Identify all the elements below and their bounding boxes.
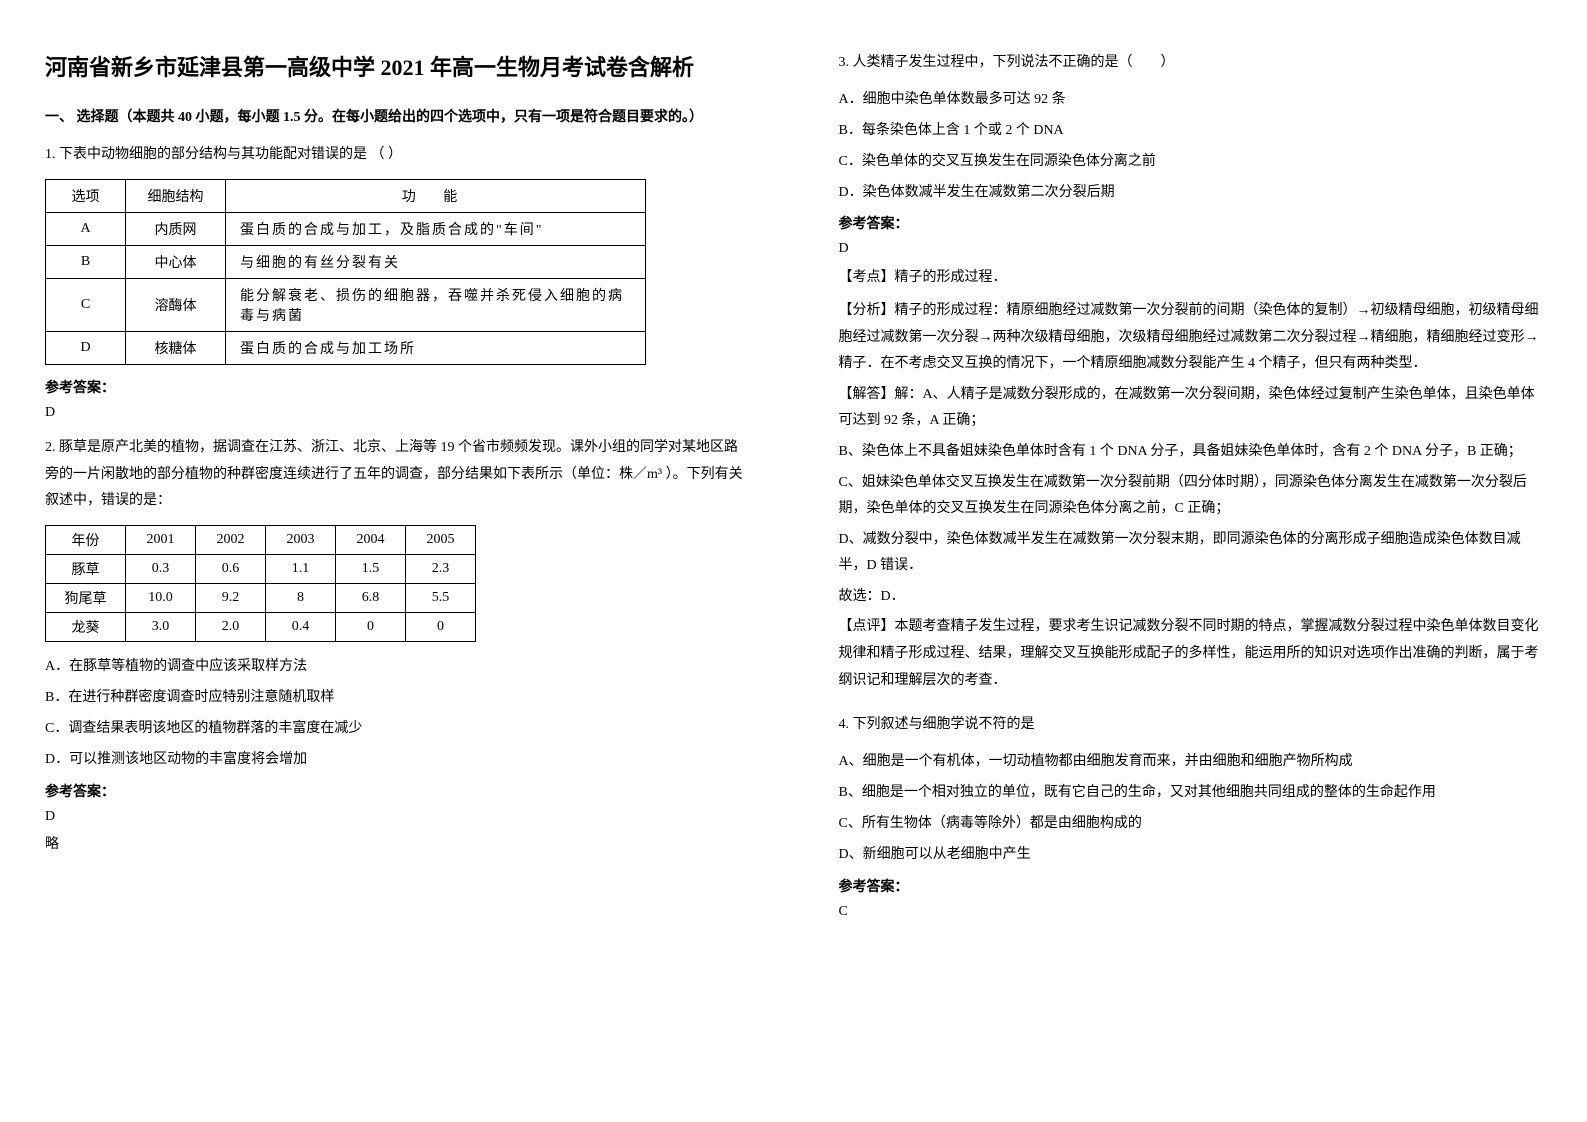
q2-r3-c1: 3.0 [126, 612, 196, 641]
q3-dianping: 【点评】本题考查精子发生过程，要求考生识记减数分裂不同时期的特点，掌握减数分裂过… [839, 614, 1543, 694]
q2-r2-c2: 9.2 [196, 583, 266, 612]
q1-th-2: 功 能 [226, 179, 646, 212]
q2-r2-c0: 狗尾草 [46, 583, 126, 612]
q3-jieda-a: 【解答】解：A、人精子是减数分裂形成的，在减数第一次分裂间期，染色体经过复制产生… [839, 382, 1543, 435]
q3-opt-d: D．染色体数减半发生在减数第二次分裂后期 [839, 180, 1543, 205]
q2-brief: 略 [45, 833, 749, 853]
q2-th-2: 2002 [196, 525, 266, 554]
q1-r3-c0: C [46, 278, 126, 331]
jieda-label: 【解答】 [839, 387, 895, 402]
q1-r1-c1: 内质网 [126, 212, 226, 245]
q2-r3-c0: 龙葵 [46, 612, 126, 641]
q3-answer: D [839, 241, 1543, 257]
q2-th-1: 2001 [126, 525, 196, 554]
q4-opt-d: D、新细胞可以从老细胞中产生 [839, 842, 1543, 867]
q4-opt-b: B、细胞是一个相对独立的单位，既有它自己的生命，又对其他细胞共同组成的整体的生命… [839, 780, 1543, 805]
q2-r3-c4: 0 [336, 612, 406, 641]
q1-r2-c2: 与细胞的有丝分裂有关 [226, 245, 646, 278]
q2-answer: D [45, 809, 749, 825]
q1-answer: D [45, 405, 749, 421]
q3-opt-a: A．细胞中染色单体数最多可达 92 条 [839, 87, 1543, 112]
q2-table: 年份 2001 2002 2003 2004 2005 豚草 0.3 0.6 1… [45, 525, 476, 642]
q1-r3-c1: 溶酶体 [126, 278, 226, 331]
q1-r4-c2: 蛋白质的合成与加工场所 [226, 331, 646, 364]
q2-r1-c3: 1.1 [266, 554, 336, 583]
q3-guxuan: 故选：D． [839, 584, 1543, 611]
q2-r1-c4: 1.5 [336, 554, 406, 583]
q1-th-1: 细胞结构 [126, 179, 226, 212]
q2-opt-b: B．在进行种群密度调查时应特别注意随机取样 [45, 685, 749, 710]
dianping-label: 【点评】 [839, 619, 895, 634]
jieda-a-text: A、人精子是减数分裂形成的，在减数第一次分裂间期，染色体经过复制产生染色单体，且… [839, 387, 1535, 429]
q1-r3-c2: 能分解衰老、损伤的细胞器，吞噬并杀死侵入细胞的病毒与病菌 [226, 278, 646, 331]
q2-r1-c2: 0.6 [196, 554, 266, 583]
left-column: 河南省新乡市延津县第一高级中学 2021 年高一生物月考试卷含解析 一、 选择题… [0, 0, 794, 1122]
q2-r1-c5: 2.3 [406, 554, 476, 583]
dianping-text: 本题考查精子发生过程，要求考生识记减数分裂不同时期的特点，掌握减数分裂过程中染色… [839, 619, 1539, 687]
q2-stem: 2. 豚草是原产北美的植物，据调查在江苏、浙江、北京、上海等 19 个省市频频发… [45, 435, 749, 515]
q2-r1-c0: 豚草 [46, 554, 126, 583]
fenxi-label: 【分析】 [839, 303, 895, 318]
q1-r4-c0: D [46, 331, 126, 364]
q2-r2-c1: 10.0 [126, 583, 196, 612]
q3-jieda-c: C、姐妹染色单体交叉互换发生在减数第一次分裂前期（四分体时期），同源染色体分离发… [839, 470, 1543, 523]
q3-stem: 3. 人类精子发生过程中，下列说法不正确的是（ ） [839, 50, 1543, 77]
q1-table: 选项 细胞结构 功 能 A 内质网 蛋白质的合成与加工，及脂质合成的"车间" B… [45, 179, 646, 365]
q3-opt-c: C．染色单体的交叉互换发生在同源染色体分离之前 [839, 149, 1543, 174]
q1-r1-c0: A [46, 212, 126, 245]
q4-answer-label: 参考答案： [839, 876, 1543, 896]
q3-kaodian: 【考点】精子的形成过程． [839, 265, 1543, 292]
q3-jieda-b: B、染色体上不具备姐妹染色单体时含有 1 个 DNA 分子，具备姐妹染色单体时，… [839, 439, 1543, 466]
q2-opt-c: C．调查结果表明该地区的植物群落的丰富度在减少 [45, 716, 749, 741]
q4-opt-c: C、所有生物体（病毒等除外）都是由细胞构成的 [839, 811, 1543, 836]
q4-answer: C [839, 904, 1543, 920]
q1-answer-label: 参考答案： [45, 377, 749, 397]
q1-r2-c0: B [46, 245, 126, 278]
q2-r2-c4: 6.8 [336, 583, 406, 612]
q2-opt-a: A．在豚草等植物的调查中应该采取样方法 [45, 654, 749, 679]
q2-th-3: 2003 [266, 525, 336, 554]
q2-th-4: 2004 [336, 525, 406, 554]
q3-answer-label: 参考答案： [839, 213, 1543, 233]
exam-title: 河南省新乡市延津县第一高级中学 2021 年高一生物月考试卷含解析 [45, 50, 749, 85]
q2-r3-c3: 0.4 [266, 612, 336, 641]
section-heading: 一、 选择题（本题共 40 小题，每小题 1.5 分。在每小题给出的四个选项中，… [45, 105, 749, 130]
jieda-intro: 解： [895, 387, 923, 402]
fenxi-text: 精子的形成过程：精原细胞经过减数第一次分裂前的间期（染色体的复制）→初级精母细胞… [839, 303, 1539, 371]
q2-opt-d: D．可以推测该地区动物的丰富度将会增加 [45, 747, 749, 772]
q2-r3-c2: 2.0 [196, 612, 266, 641]
q3-jieda-d: D、减数分裂中，染色体数减半发生在减数第一次分裂末期，即同源染色体的分离形成子细… [839, 527, 1543, 580]
right-column: 3. 人类精子发生过程中，下列说法不正确的是（ ） A．细胞中染色单体数最多可达… [794, 0, 1587, 1122]
q4-stem: 4. 下列叙述与细胞学说不符的是 [839, 712, 1543, 739]
q2-r1-c1: 0.3 [126, 554, 196, 583]
q1-stem: 1. 下表中动物细胞的部分结构与其功能配对错误的是 （ ） [45, 142, 749, 169]
q2-th-5: 2005 [406, 525, 476, 554]
kaodian-label: 【考点】 [839, 270, 895, 285]
q2-th-0: 年份 [46, 525, 126, 554]
q1-r4-c1: 核糖体 [126, 331, 226, 364]
q3-opt-b: B．每条染色体上含 1 个或 2 个 DNA [839, 118, 1543, 143]
q2-r2-c3: 8 [266, 583, 336, 612]
q2-answer-label: 参考答案： [45, 781, 749, 801]
q2-r3-c5: 0 [406, 612, 476, 641]
kaodian-text: 精子的形成过程． [895, 270, 1007, 285]
q1-r2-c1: 中心体 [126, 245, 226, 278]
q1-r1-c2: 蛋白质的合成与加工，及脂质合成的"车间" [226, 212, 646, 245]
q1-th-0: 选项 [46, 179, 126, 212]
q4-opt-a: A、细胞是一个有机体，一切动植物都由细胞发育而来，并由细胞和细胞产物所构成 [839, 749, 1543, 774]
q3-fenxi: 【分析】精子的形成过程：精原细胞经过减数第一次分裂前的间期（染色体的复制）→初级… [839, 298, 1543, 378]
q2-r2-c5: 5.5 [406, 583, 476, 612]
